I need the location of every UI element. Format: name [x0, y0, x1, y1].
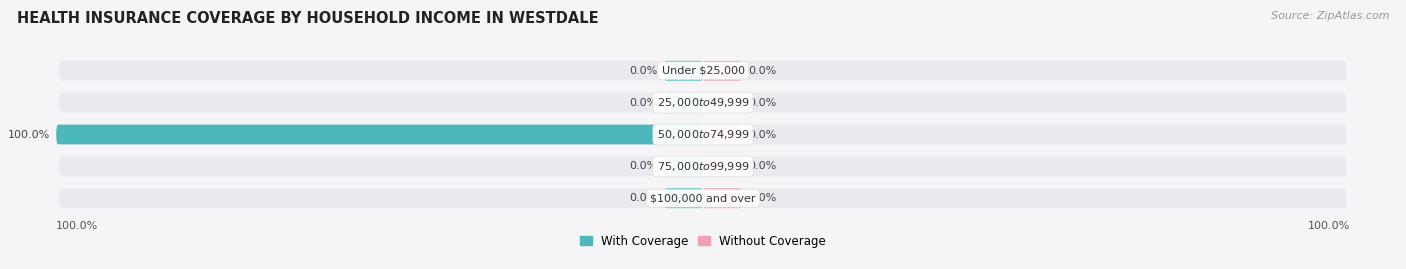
FancyBboxPatch shape — [703, 125, 742, 144]
Text: Under $25,000: Under $25,000 — [661, 66, 745, 76]
Text: $25,000 to $49,999: $25,000 to $49,999 — [657, 96, 749, 109]
FancyBboxPatch shape — [703, 157, 742, 176]
Text: 0.0%: 0.0% — [748, 161, 776, 171]
Text: Source: ZipAtlas.com: Source: ZipAtlas.com — [1271, 11, 1389, 21]
FancyBboxPatch shape — [59, 188, 1347, 208]
Text: 0.0%: 0.0% — [748, 98, 776, 108]
Text: 100.0%: 100.0% — [7, 129, 49, 140]
FancyBboxPatch shape — [59, 61, 1347, 81]
Text: 100.0%: 100.0% — [1308, 221, 1350, 231]
FancyBboxPatch shape — [664, 157, 703, 176]
FancyBboxPatch shape — [59, 157, 1347, 176]
FancyBboxPatch shape — [664, 93, 703, 112]
Text: $100,000 and over: $100,000 and over — [650, 193, 756, 203]
Text: 0.0%: 0.0% — [748, 66, 776, 76]
FancyBboxPatch shape — [664, 188, 703, 208]
Text: $50,000 to $74,999: $50,000 to $74,999 — [657, 128, 749, 141]
FancyBboxPatch shape — [703, 61, 742, 81]
Text: 100.0%: 100.0% — [56, 221, 98, 231]
FancyBboxPatch shape — [59, 125, 1347, 144]
FancyBboxPatch shape — [664, 61, 703, 81]
Text: 0.0%: 0.0% — [748, 129, 776, 140]
Text: $75,000 to $99,999: $75,000 to $99,999 — [657, 160, 749, 173]
FancyBboxPatch shape — [59, 93, 1347, 112]
Text: 0.0%: 0.0% — [630, 161, 658, 171]
Legend: With Coverage, Without Coverage: With Coverage, Without Coverage — [575, 230, 831, 253]
FancyBboxPatch shape — [703, 93, 742, 112]
FancyBboxPatch shape — [56, 125, 703, 144]
Text: HEALTH INSURANCE COVERAGE BY HOUSEHOLD INCOME IN WESTDALE: HEALTH INSURANCE COVERAGE BY HOUSEHOLD I… — [17, 11, 599, 26]
Text: 0.0%: 0.0% — [630, 98, 658, 108]
Text: 0.0%: 0.0% — [630, 193, 658, 203]
Text: 0.0%: 0.0% — [748, 193, 776, 203]
FancyBboxPatch shape — [703, 188, 742, 208]
Text: 0.0%: 0.0% — [630, 66, 658, 76]
